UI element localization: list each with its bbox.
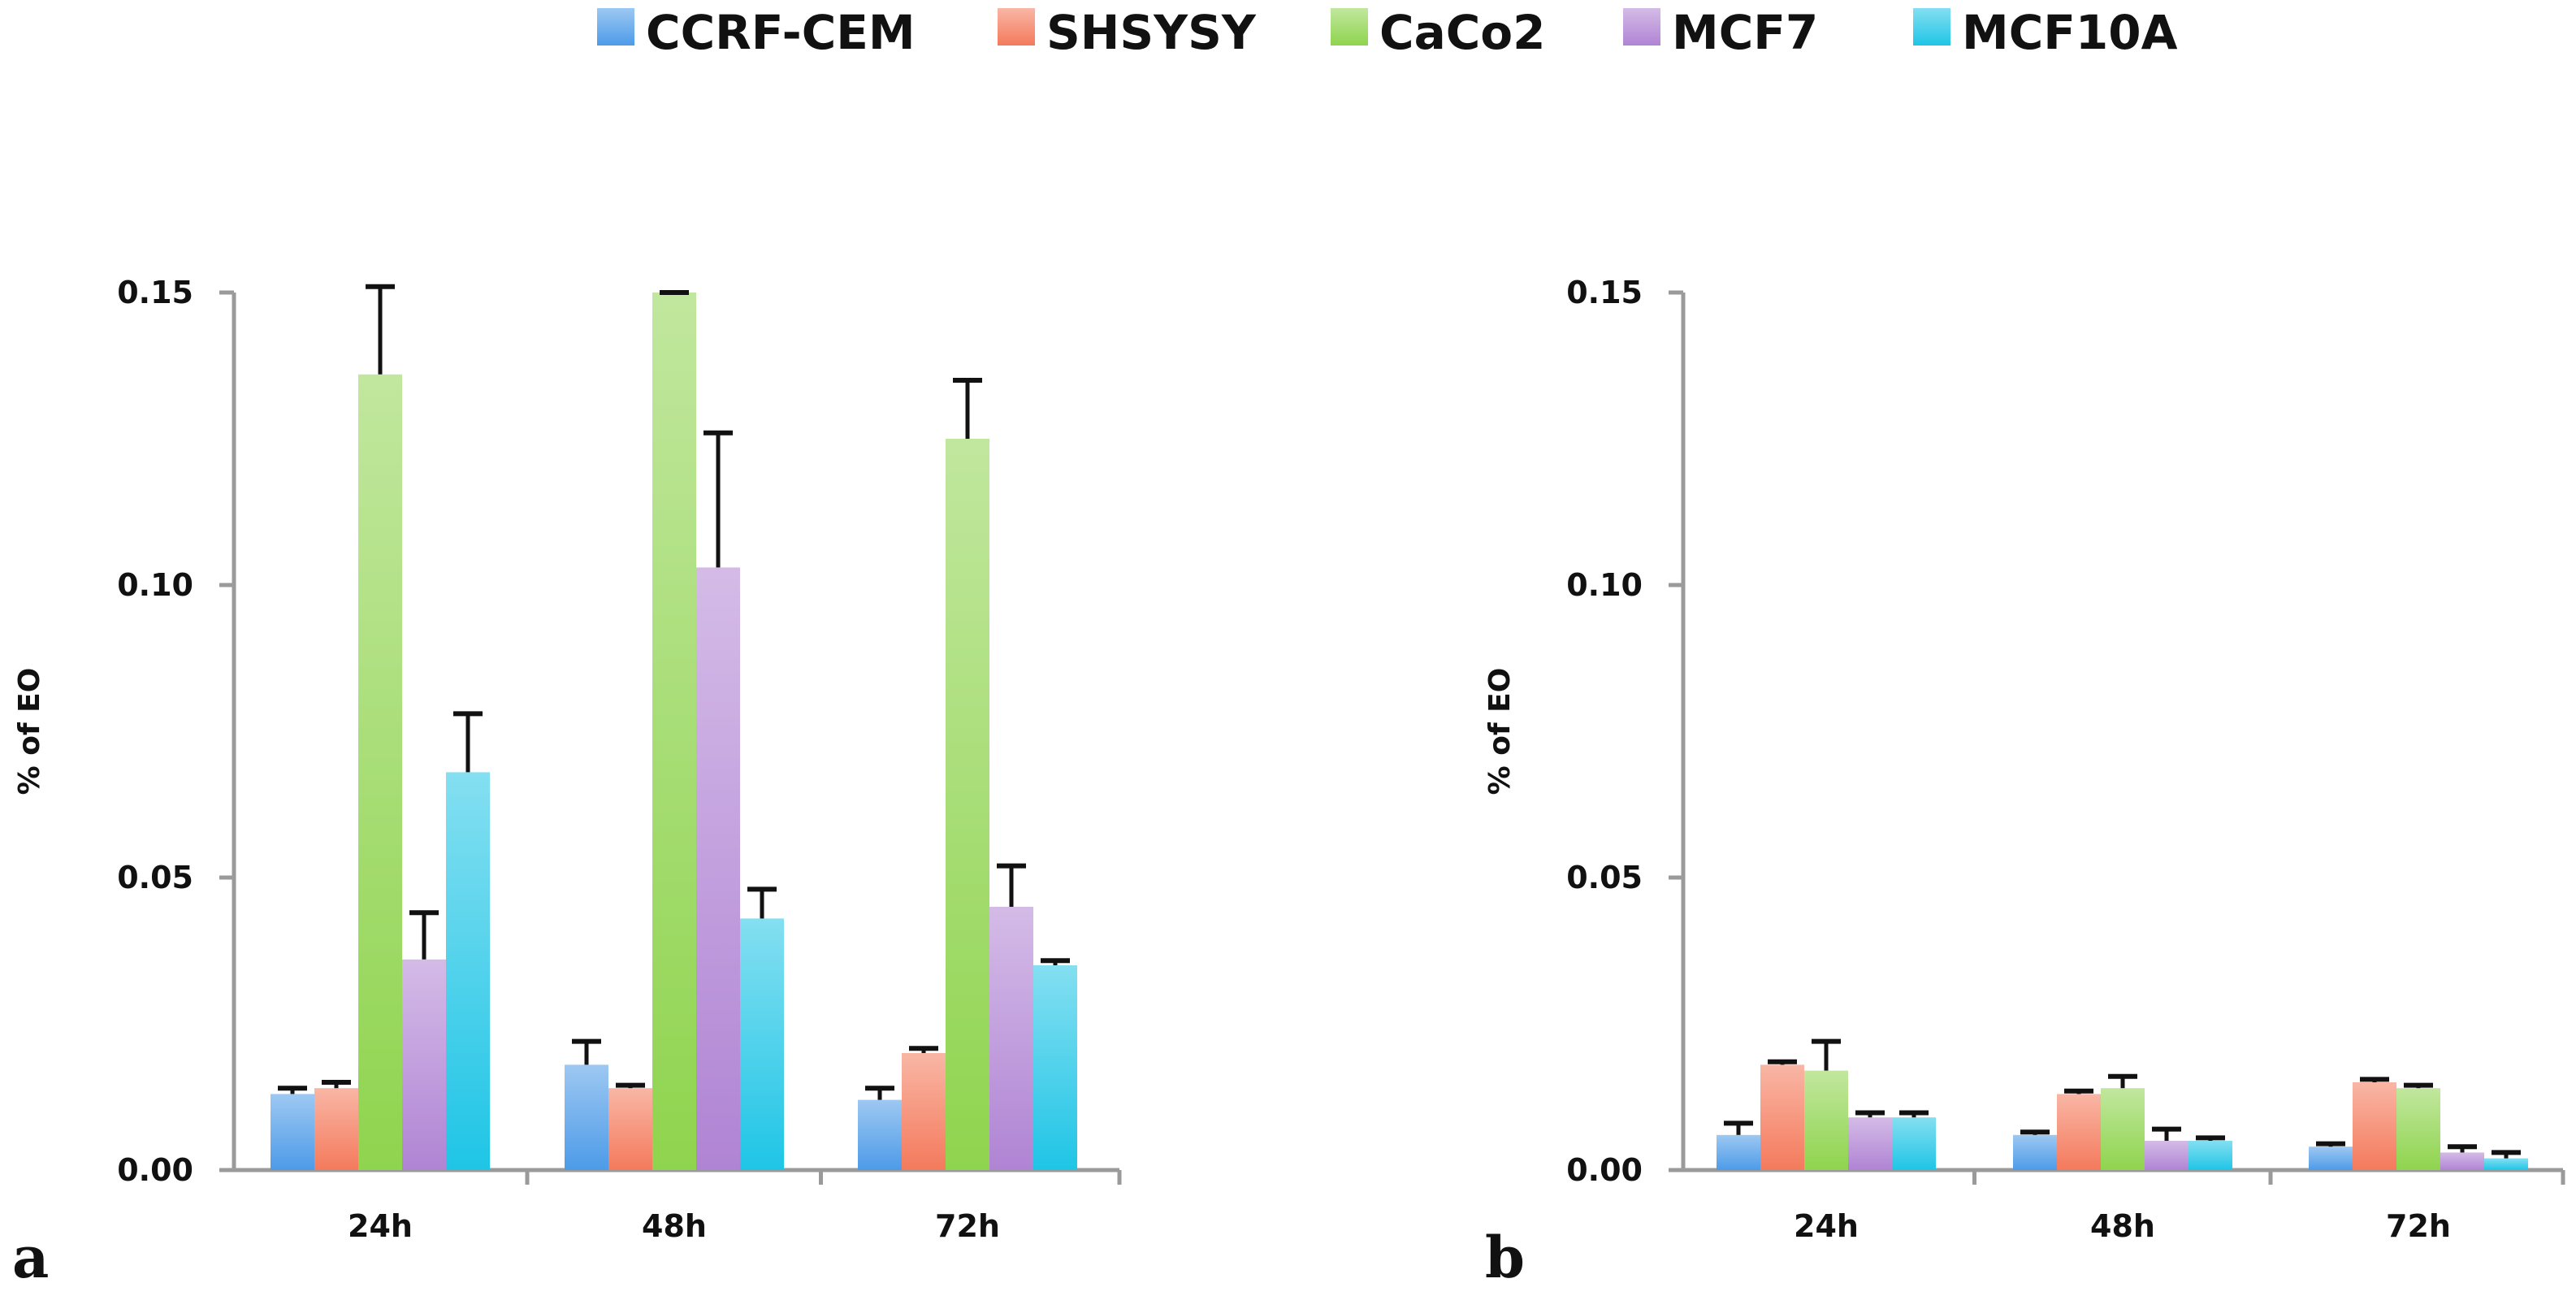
legend-swatch-mcf7 xyxy=(1623,8,1660,46)
bar-b-mcf10a-72h xyxy=(2484,1158,2528,1170)
legend-label-caco2: CaCo2 xyxy=(1379,5,1545,60)
bar-a-caco2-72h xyxy=(946,439,989,1170)
bar-b-mcf7-48h xyxy=(2145,1141,2189,1170)
x-tick-label-a-72h: 72h xyxy=(935,1208,1000,1244)
legend-swatch-ccrf-cem xyxy=(597,8,634,46)
bar-a-mcf7-48h xyxy=(696,567,740,1170)
bar-b-shsysy-24h xyxy=(1760,1064,1804,1170)
bar-a-shsysy-48h xyxy=(608,1088,652,1170)
bar-b-shsysy-72h xyxy=(2353,1082,2396,1170)
x-tick-label-a-24h: 24h xyxy=(348,1208,413,1244)
legend-label-ccrf-cem: CCRF-CEM xyxy=(646,5,916,60)
legend-swatch-caco2 xyxy=(1331,8,1368,46)
bar-a-caco2-48h xyxy=(652,293,696,1170)
y-tick-label-a: 0.15 xyxy=(117,275,193,310)
bar-b-mcf7-24h xyxy=(1848,1117,1892,1170)
bar-b-mcf10a-24h xyxy=(1892,1117,1936,1170)
bar-b-ccrf-cem-24h xyxy=(1717,1134,1760,1170)
chart-panel-b: 0.00 0.05 0.10 0.15 % of EO 24h 48h 72h xyxy=(1483,275,2565,1244)
legend-swatch-shsysy xyxy=(998,8,1035,46)
bar-a-mcf7-72h xyxy=(989,907,1033,1170)
bar-a-ccrf-cem-48h xyxy=(565,1064,608,1170)
bar-b-ccrf-cem-72h xyxy=(2309,1146,2353,1170)
bar-b-mcf7-72h xyxy=(2440,1152,2484,1170)
chart-panel-a: 0.00 0.05 0.10 0.15 % of EO 24h 48h 72h xyxy=(13,275,1122,1244)
panel-label-a: a xyxy=(12,1224,49,1291)
bar-a-caco2-24h xyxy=(358,374,402,1170)
bar-a-shsysy-72h xyxy=(902,1053,946,1170)
bar-b-caco2-24h xyxy=(1804,1070,1848,1170)
y-tick-label-a: 0.05 xyxy=(117,860,193,895)
y-tick-label-b: 0.10 xyxy=(1566,567,1643,603)
bar-a-shsysy-24h xyxy=(314,1088,358,1170)
bar-a-ccrf-cem-24h xyxy=(271,1094,314,1170)
x-tick-label-b-24h: 24h xyxy=(1794,1208,1859,1244)
y-axis-title-b: % of EO xyxy=(1483,668,1517,795)
y-tick-label-b: 0.15 xyxy=(1566,275,1643,310)
bar-a-mcf10a-48h xyxy=(740,918,784,1170)
bar-b-caco2-48h xyxy=(2101,1088,2145,1170)
y-tick-label-a: 0.10 xyxy=(117,567,193,603)
bar-a-ccrf-cem-72h xyxy=(858,1099,902,1170)
bar-b-caco2-72h xyxy=(2396,1088,2440,1170)
y-tick-label-b: 0.05 xyxy=(1566,860,1643,895)
x-tick-label-b-48h: 48h xyxy=(2090,1208,2155,1244)
panel-label-b: b xyxy=(1485,1224,1525,1291)
bar-a-mcf10a-24h xyxy=(446,772,490,1170)
bar-b-ccrf-cem-48h xyxy=(2013,1134,2057,1170)
bar-a-mcf10a-72h xyxy=(1033,965,1077,1170)
y-axis-title-a: % of EO xyxy=(13,668,46,795)
legend-label-shsysy: SHSYSY xyxy=(1046,5,1257,60)
x-tick-label-a-48h: 48h xyxy=(642,1208,707,1244)
y-tick-label-a: 0.00 xyxy=(117,1152,193,1188)
y-tick-label-b: 0.00 xyxy=(1566,1152,1643,1188)
bar-b-mcf10a-48h xyxy=(2189,1141,2232,1170)
legend-label-mcf7: MCF7 xyxy=(1672,5,1818,60)
legend-label-mcf10a: MCF10A xyxy=(1962,5,2178,60)
bar-a-mcf7-24h xyxy=(402,959,446,1170)
x-tick-label-b-72h: 72h xyxy=(2386,1208,2451,1244)
bar-b-shsysy-48h xyxy=(2057,1094,2101,1170)
chart-legend: CCRF-CEM SHSYSY CaCo2 MCF7 MCF10A xyxy=(597,5,2178,60)
legend-swatch-mcf10a xyxy=(1913,8,1950,46)
